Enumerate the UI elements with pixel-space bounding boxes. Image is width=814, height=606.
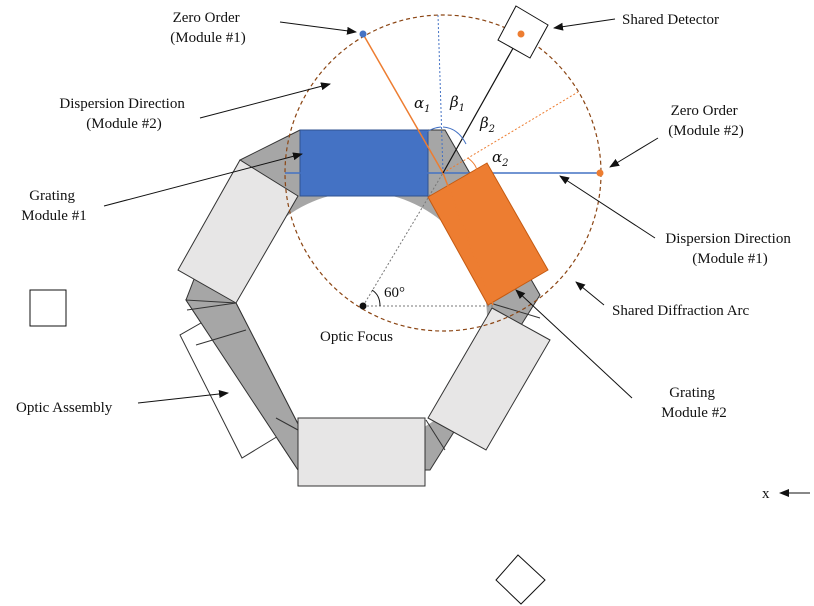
alpha1-arc [422,126,442,136]
zero-order-point-module-1 [359,30,367,38]
zero-order-m2-arrow [609,137,659,168]
grating-module-1 [299,129,429,197]
grating-m2-label: Grating Module #2 [661,385,726,421]
dispersion-m1-arrow [559,175,656,239]
alpha2-label: α2 [492,148,509,169]
optic-focus-label: Optic Focus [320,329,393,345]
shared-arc-arrow [575,281,605,306]
ring-divider [195,329,247,346]
dispersion-m2-arrow [199,82,331,119]
grating-m2-arrow [515,289,633,399]
dispersion-line-module-2 [442,172,494,306]
focus-guide-line [362,172,444,307]
grating-m1-arrow [103,152,303,207]
beta1-label: β1 [449,93,465,114]
zero-order-m2-label: Zero Order (Module #2) [668,103,743,139]
optic-focus-point [359,302,367,310]
zero-order-m1-arrow [279,21,357,35]
detector-point [517,30,525,38]
zero-order-ray-module-1 [362,33,444,174]
zero-order-point-module-2 [596,169,604,177]
sixty-degree-arc [371,289,381,307]
grating-m1-label: Grating Module #1 [21,188,86,224]
legend-box [29,289,67,327]
shared-arc-label: Shared Diffraction Arc [612,303,750,319]
optic-assembly-arrow [137,390,229,404]
dispersion-m2-label: Dispersion Direction (Module #2) [59,96,188,132]
grating-module-2 [427,162,549,306]
alpha1-label: α1 [414,94,431,115]
sixty-degree-label: 60° [384,285,405,301]
bottom-diamond-box [495,554,546,605]
optic-ring-inner [235,192,487,444]
beta1-arc [442,126,467,145]
ring-divider [425,419,446,451]
grating-panel-left [177,159,299,304]
grating-panel-bottom [297,417,426,487]
ring-divider [489,302,541,319]
ring-divider [186,302,237,311]
zero-order-m1-label: Zero Order (Module #1) [170,10,245,46]
beta2-label: β2 [479,114,495,135]
alpha2-arc [467,157,478,173]
optic-assembly-label: Optic Assembly [16,400,113,416]
shared-detector-arrow [553,18,616,31]
x-axis-label: x [762,486,770,502]
grating-panel-right [427,307,551,451]
dispersion-m1-label: Dispersion Direction (Module #1) [665,231,794,267]
shared-detector-label: Shared Detector [622,12,719,28]
ring-divider [275,417,299,431]
detector-ray [442,33,522,174]
